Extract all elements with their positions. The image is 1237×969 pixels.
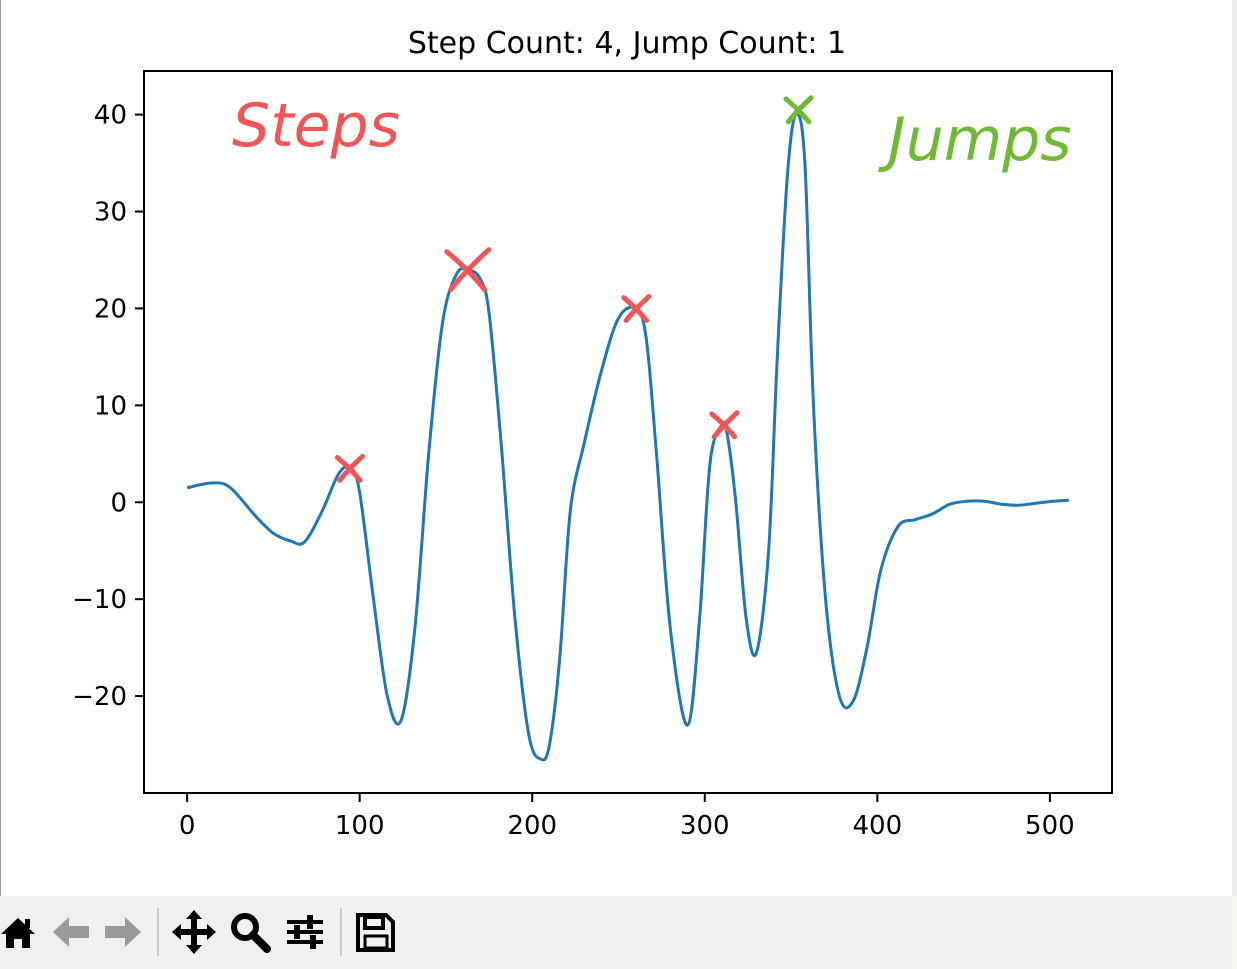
marks-layer: [334, 95, 814, 483]
sliders-icon: [287, 915, 323, 949]
figure-background: [0, 0, 1237, 896]
axes-frame: [143, 70, 1113, 794]
x-tick-label: 100: [335, 811, 385, 841]
navigation-toolbar: [0, 896, 1232, 969]
y-tick-label: −20: [72, 682, 127, 712]
x-tick-label: 0: [179, 811, 196, 841]
y-tick-label: 20: [94, 294, 127, 324]
step-mark: [621, 293, 652, 323]
x-tick-label: 500: [1025, 811, 1075, 841]
steps-annotation: Steps: [232, 91, 400, 161]
floppy-disk-icon: [356, 913, 395, 952]
step-mark-stroke: [711, 410, 740, 440]
y-tick-label: 10: [94, 391, 127, 421]
back-button[interactable]: [50, 910, 94, 954]
chart: Step Count: 4, Jump Count: 1 0 100 200 300 4…: [0, 0, 1237, 896]
forward-button[interactable]: [100, 910, 144, 954]
move-icon: [172, 910, 216, 954]
y-tick-label: 40: [94, 101, 127, 131]
step-mark-stroke: [623, 293, 652, 323]
y-tick-label: 30: [94, 198, 127, 228]
chart-title: Step Count: 4, Jump Count: 1: [408, 26, 846, 61]
home-icon: [1, 918, 35, 948]
home-button[interactable]: [0, 910, 42, 954]
window-right-edge: [1232, 0, 1237, 896]
toolbar-separator: [340, 908, 342, 956]
jump-mark: [783, 95, 814, 125]
jump-mark-stroke: [785, 95, 814, 125]
x-tick-label: 200: [507, 811, 557, 841]
forward-arrow-icon: [105, 917, 141, 947]
step-mark-stroke: [448, 247, 492, 293]
step-mark: [444, 247, 492, 293]
step-mark-stroke: [337, 453, 366, 483]
zoom-button[interactable]: [228, 910, 272, 954]
x-tick-label: 400: [853, 811, 903, 841]
plot-area: 0 100 200 300 400 500 −20 −10 0 10 20 30 40: [72, 70, 1113, 841]
jumps-annotation: Jumps: [878, 105, 1072, 175]
annotation-layer: Steps Jumps: [232, 91, 1072, 175]
step-mark: [334, 453, 366, 483]
x-tick-label: 300: [680, 811, 730, 841]
step-mark: [709, 410, 740, 440]
magnifier-icon: [231, 913, 271, 953]
back-arrow-icon: [53, 917, 89, 947]
pan-button[interactable]: [172, 910, 216, 954]
configure-subplots-button[interactable]: [283, 910, 327, 954]
y-tick-label: −10: [72, 585, 127, 615]
y-tick-label: 0: [110, 488, 127, 518]
toolbar-separator: [157, 908, 159, 956]
series-line: [186, 112, 1070, 762]
save-button[interactable]: [353, 910, 397, 954]
